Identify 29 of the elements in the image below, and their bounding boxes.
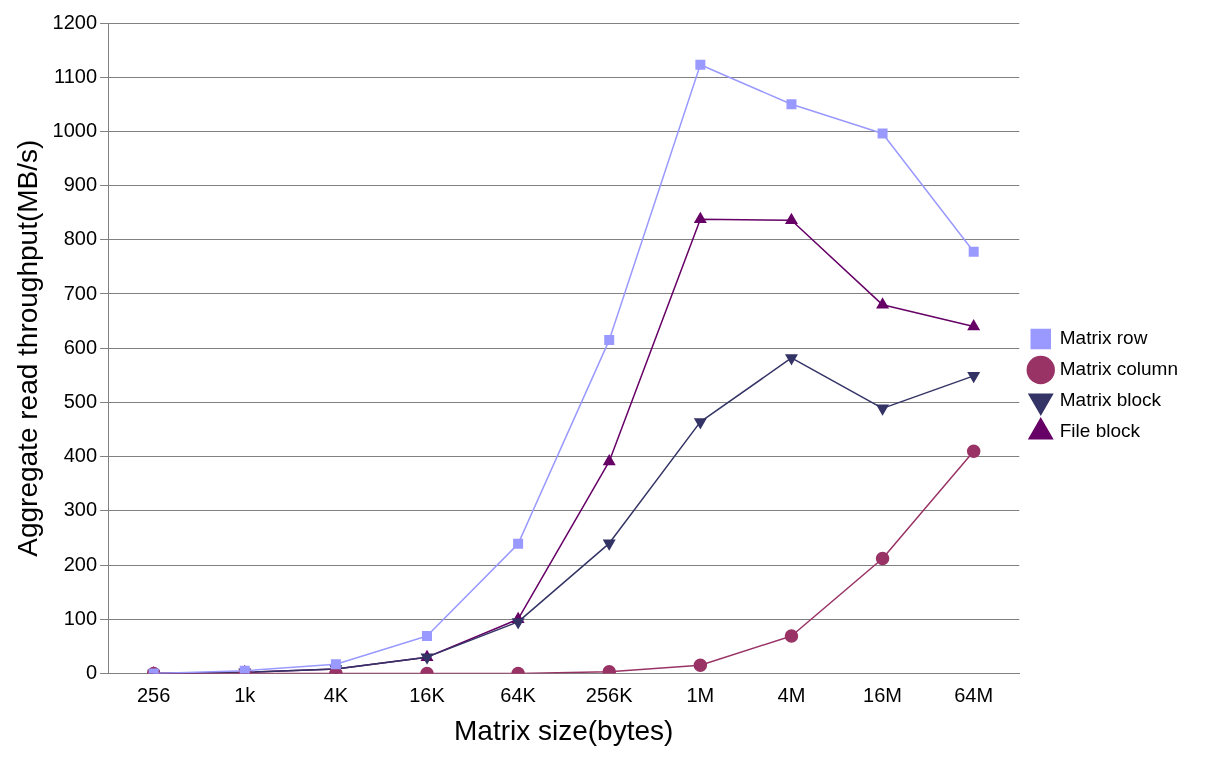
- y-tick-label: 1100: [54, 64, 98, 87]
- y-axis-title: Aggregate read throughput(MB/s): [11, 139, 43, 557]
- x-tick-label: 64K: [500, 683, 537, 706]
- y-tick-label: 300: [63, 498, 98, 521]
- y-tick-label: 1200: [52, 10, 98, 33]
- y-tick-label: 800: [63, 227, 98, 250]
- x-tick-label: 16M: [863, 683, 903, 706]
- y-tick-label: 700: [63, 281, 98, 304]
- legend-label: Matrix row: [1059, 327, 1148, 349]
- legend-label: Matrix block: [1059, 389, 1162, 411]
- y-tick-label: 1000: [52, 118, 98, 141]
- x-tick-label: 4M: [777, 683, 806, 706]
- x-tick-label: 1k: [234, 683, 257, 706]
- y-tick-label: 900: [63, 173, 98, 196]
- x-tick-label: 4K: [323, 683, 349, 706]
- y-tick-label: 100: [63, 606, 98, 629]
- y-tick-label: 0: [85, 660, 98, 683]
- x-axis-title: Matrix size(bytes): [453, 714, 674, 746]
- y-tick-label: 200: [63, 552, 98, 575]
- y-tick-label: 400: [63, 444, 98, 467]
- x-tick-label: 64M: [954, 683, 994, 706]
- legend-label: File block: [1059, 420, 1141, 442]
- legend-label: Matrix column: [1059, 358, 1178, 380]
- x-tick-label: 1M: [686, 683, 715, 706]
- y-tick-label: 500: [63, 389, 98, 412]
- y-tick-label: 600: [63, 335, 98, 358]
- x-tick-label: 256: [136, 683, 171, 706]
- x-tick-label: 256K: [585, 683, 634, 706]
- x-tick-label: 16K: [409, 683, 446, 706]
